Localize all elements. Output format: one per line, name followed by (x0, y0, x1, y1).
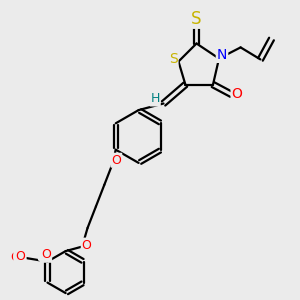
Text: S: S (169, 52, 178, 66)
Text: N: N (217, 48, 227, 62)
Text: O: O (39, 247, 49, 260)
Text: O: O (111, 154, 121, 167)
Text: O: O (41, 248, 51, 262)
Text: O: O (232, 88, 242, 101)
Text: O: O (16, 250, 26, 263)
Text: O: O (14, 250, 24, 263)
Text: O: O (40, 248, 50, 261)
Text: O: O (11, 251, 20, 264)
Text: O: O (82, 238, 92, 252)
Text: S: S (191, 10, 202, 28)
Text: H: H (150, 92, 160, 106)
